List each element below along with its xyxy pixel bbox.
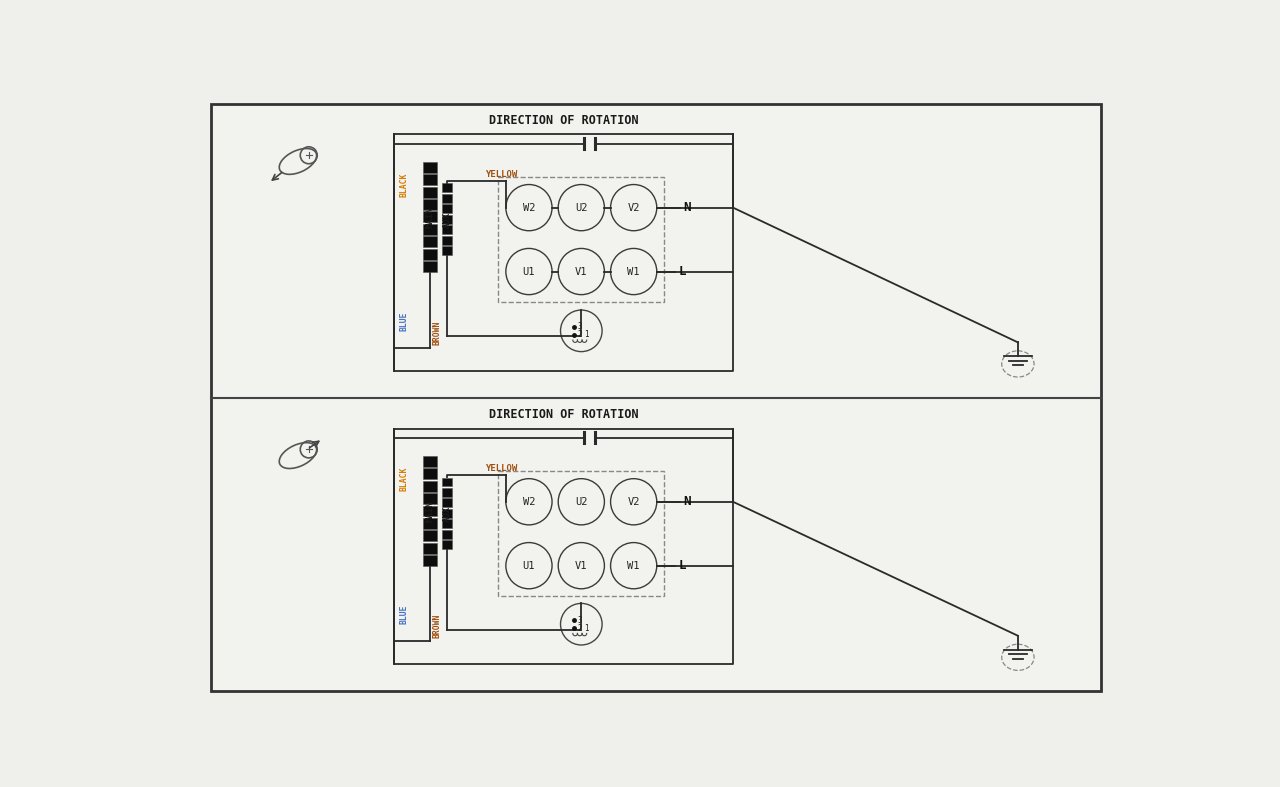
Text: N: N xyxy=(684,495,690,508)
Text: BLUE: BLUE xyxy=(399,604,408,624)
Text: V2: V2 xyxy=(627,202,640,212)
Bar xyxy=(442,498,452,508)
Text: BLACK: BLACK xyxy=(399,172,408,197)
Bar xyxy=(442,183,452,192)
Text: BLACK: BLACK xyxy=(399,467,408,491)
Bar xyxy=(442,194,452,203)
Text: AUX: AUX xyxy=(443,212,452,227)
Bar xyxy=(424,224,436,235)
Text: BROWN: BROWN xyxy=(433,614,442,638)
Bar xyxy=(424,236,436,247)
Text: 2: 2 xyxy=(577,331,582,339)
Bar xyxy=(424,505,436,516)
Bar xyxy=(424,199,436,210)
Text: V1: V1 xyxy=(575,267,588,276)
Bar xyxy=(424,212,436,223)
Text: N: N xyxy=(684,201,690,214)
Text: V1: V1 xyxy=(575,560,588,571)
Bar xyxy=(424,456,436,467)
Bar xyxy=(442,519,452,528)
Text: 3: 3 xyxy=(577,323,582,331)
Bar xyxy=(424,174,436,185)
Bar xyxy=(424,493,436,504)
Text: W2: W2 xyxy=(522,497,535,507)
Bar xyxy=(442,205,452,213)
Bar xyxy=(442,509,452,518)
Text: 1: 1 xyxy=(585,623,589,633)
Bar xyxy=(442,540,452,549)
Bar xyxy=(442,235,452,245)
Text: YELLOW: YELLOW xyxy=(485,464,517,473)
Bar xyxy=(442,478,452,486)
Bar xyxy=(424,518,436,529)
Bar xyxy=(424,249,436,260)
Text: YELLOW: YELLOW xyxy=(485,170,517,179)
Bar xyxy=(424,468,436,479)
Text: L: L xyxy=(678,265,686,278)
Bar xyxy=(424,530,436,541)
Text: U2: U2 xyxy=(575,202,588,212)
Bar xyxy=(442,225,452,234)
Text: W2: W2 xyxy=(522,202,535,212)
Text: U1: U1 xyxy=(522,267,535,276)
Text: AUX: AUX xyxy=(443,505,452,522)
Bar xyxy=(424,543,436,554)
Bar xyxy=(442,215,452,224)
Text: L: L xyxy=(678,560,686,572)
Text: BLUE: BLUE xyxy=(399,311,408,331)
Text: 2: 2 xyxy=(577,623,582,633)
Bar xyxy=(424,187,436,198)
Text: V2: V2 xyxy=(627,497,640,507)
Bar xyxy=(424,261,436,272)
Bar xyxy=(424,555,436,566)
Text: BROWN: BROWN xyxy=(433,320,442,345)
Text: 1: 1 xyxy=(585,331,589,339)
Text: W1: W1 xyxy=(627,267,640,276)
Text: U2: U2 xyxy=(575,497,588,507)
Text: U1: U1 xyxy=(522,560,535,571)
Text: DIRECTION OF ROTATION: DIRECTION OF ROTATION xyxy=(489,408,639,421)
Bar xyxy=(442,488,452,497)
Bar xyxy=(442,246,452,255)
Text: DIRECTION OF ROTATION: DIRECTION OF ROTATION xyxy=(489,114,639,127)
Bar xyxy=(424,481,436,492)
Text: W1: W1 xyxy=(627,560,640,571)
Bar xyxy=(424,162,436,172)
Bar xyxy=(442,530,452,538)
Text: MAIN: MAIN xyxy=(425,501,434,522)
Text: MAIN: MAIN xyxy=(425,206,434,228)
Text: 3: 3 xyxy=(577,616,582,625)
